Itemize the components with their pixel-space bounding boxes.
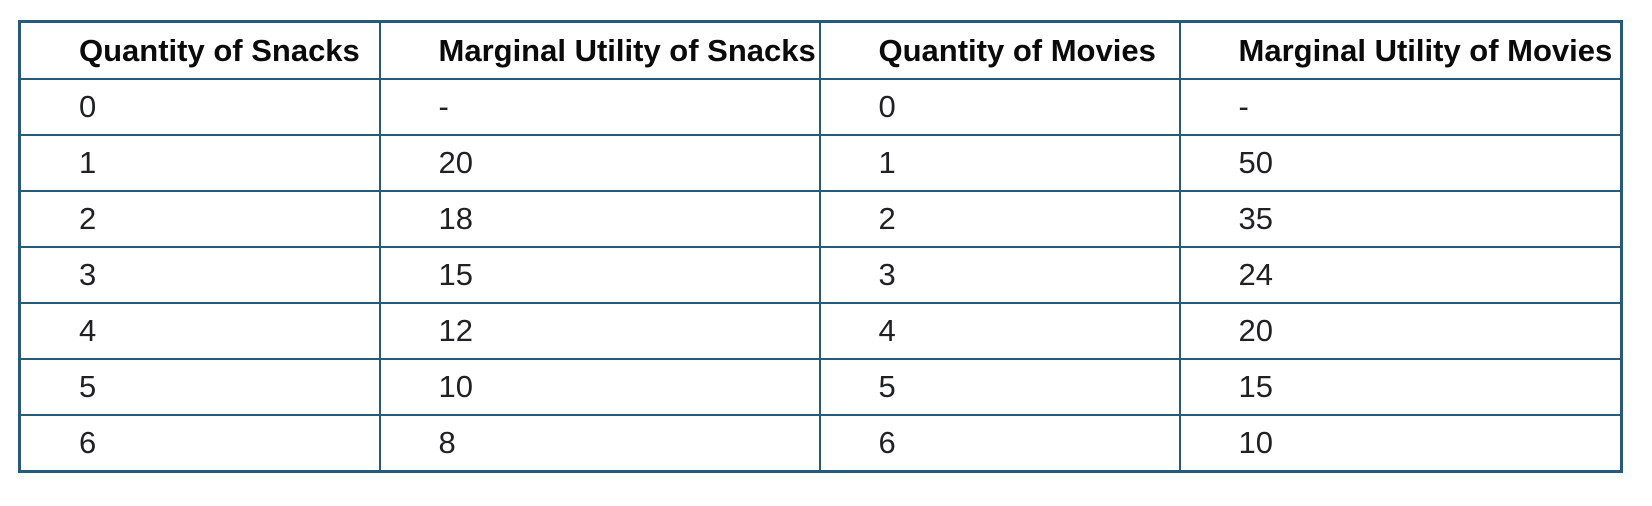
table-cell: 4 <box>18 302 381 360</box>
table-cell: 20 <box>378 134 821 192</box>
table-cell: 6 <box>818 414 1181 473</box>
column-header-marginal-utility-movies: Marginal Utility of Movies <box>1178 20 1623 80</box>
column-header-marginal-utility-snacks: Marginal Utility of Snacks <box>378 20 821 80</box>
table-row: 3 15 3 24 <box>18 246 1623 304</box>
table-cell: 15 <box>378 246 821 304</box>
table-cell: 12 <box>378 302 821 360</box>
table-cell: 3 <box>18 246 381 304</box>
table-cell: 1 <box>18 134 381 192</box>
table-row: 6 8 6 10 <box>18 414 1623 473</box>
table-row: 2 18 2 35 <box>18 190 1623 248</box>
column-header-quantity-movies: Quantity of Movies <box>818 20 1181 80</box>
table-cell: 35 <box>1178 190 1623 248</box>
table-cell: 20 <box>1178 302 1623 360</box>
table-cell: 3 <box>818 246 1181 304</box>
table-cell: 10 <box>1178 414 1623 473</box>
table-cell: 0 <box>818 78 1181 136</box>
table-cell: 5 <box>18 358 381 416</box>
marginal-utility-table: Quantity of Snacks Marginal Utility of S… <box>18 20 1623 473</box>
table-cell: 24 <box>1178 246 1623 304</box>
table-cell: 15 <box>1178 358 1623 416</box>
table-row: 1 20 1 50 <box>18 134 1623 192</box>
table-cell: 4 <box>818 302 1181 360</box>
table-row: 5 10 5 15 <box>18 358 1623 416</box>
table-cell: 10 <box>378 358 821 416</box>
table-cell: 5 <box>818 358 1181 416</box>
table-cell: 0 <box>18 78 381 136</box>
table-cell: 6 <box>18 414 381 473</box>
table-cell: 2 <box>18 190 381 248</box>
table-cell: 50 <box>1178 134 1623 192</box>
table-row: 4 12 4 20 <box>18 302 1623 360</box>
table-cell: 1 <box>818 134 1181 192</box>
utility-table-container: Quantity of Snacks Marginal Utility of S… <box>18 20 1623 473</box>
table-cell: 8 <box>378 414 821 473</box>
table-cell: - <box>1178 78 1623 136</box>
table-cell: - <box>378 78 821 136</box>
table-header-row: Quantity of Snacks Marginal Utility of S… <box>18 20 1623 80</box>
column-header-quantity-snacks: Quantity of Snacks <box>18 20 381 80</box>
table-row: 0 - 0 - <box>18 78 1623 136</box>
table-cell: 2 <box>818 190 1181 248</box>
table-cell: 18 <box>378 190 821 248</box>
